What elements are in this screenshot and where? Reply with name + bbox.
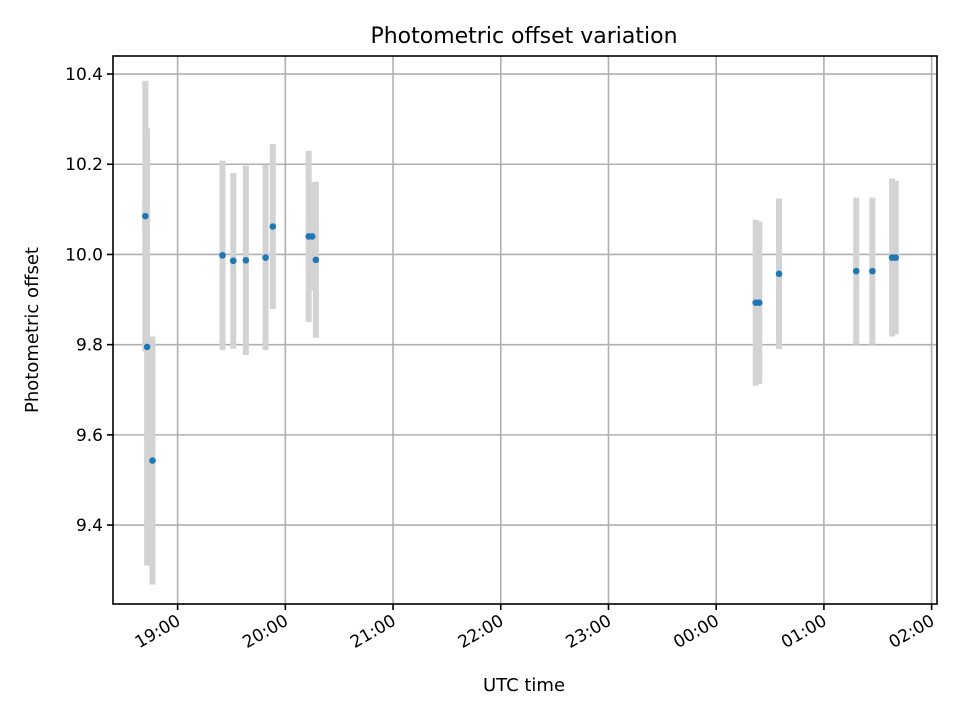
axis-ticks: 19:00 20:00 21:00 22:00 23:00 00:00 01:00 02:00… bbox=[65, 65, 938, 653]
y-tick-label: 9.8 bbox=[76, 336, 103, 356]
data-point bbox=[852, 267, 860, 275]
data-point bbox=[869, 267, 876, 275]
data-point bbox=[142, 212, 149, 220]
data-point bbox=[219, 252, 226, 259]
x-axis-label: UTC time bbox=[483, 675, 565, 696]
x-tick-label: 01:00 bbox=[778, 611, 830, 653]
data-point bbox=[143, 343, 151, 351]
x-tick-label: 00:00 bbox=[670, 611, 722, 653]
x-tick-label: 02:00 bbox=[886, 611, 938, 653]
error-bars bbox=[142, 80, 899, 585]
y-tick-label: 9.6 bbox=[76, 426, 103, 446]
data-point bbox=[308, 233, 316, 240]
x-tick-label: 19:00 bbox=[132, 611, 184, 653]
data-point bbox=[242, 257, 250, 264]
data-point bbox=[775, 270, 783, 278]
chart-title: Photometric offset variation bbox=[370, 24, 677, 49]
grid bbox=[113, 56, 937, 604]
x-tick-label: 20:00 bbox=[239, 611, 291, 653]
data-point bbox=[269, 223, 277, 230]
x-tick-label: 23:00 bbox=[563, 611, 615, 653]
y-axis-label: Photometric offset bbox=[22, 247, 43, 413]
data-point bbox=[312, 256, 320, 264]
y-tick-label: 9.4 bbox=[76, 516, 103, 536]
data-point bbox=[755, 299, 763, 307]
data-point bbox=[229, 257, 237, 265]
y-tick-label: 10.0 bbox=[65, 245, 103, 265]
y-tick-label: 10.4 bbox=[65, 65, 103, 85]
y-tick-label: 10.2 bbox=[65, 155, 103, 175]
data-points bbox=[142, 212, 900, 464]
data-point bbox=[149, 457, 156, 464]
data-point bbox=[892, 254, 900, 261]
plot-frame bbox=[112, 55, 938, 605]
x-tick-label: 22:00 bbox=[455, 611, 507, 653]
data-point bbox=[262, 254, 269, 261]
x-tick-label: 21:00 bbox=[347, 611, 399, 653]
